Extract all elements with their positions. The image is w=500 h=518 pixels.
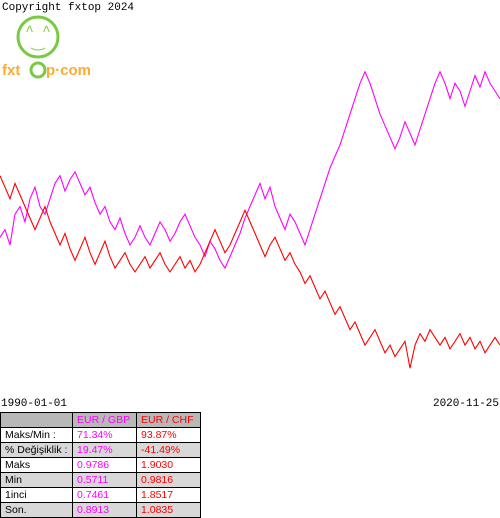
row-label: % Değişiklik : (1, 443, 73, 458)
series-eur-chf (0, 176, 500, 369)
date-end: 2020-11-25 (433, 398, 499, 410)
header-series1: EUR / GBP (73, 413, 137, 428)
row-label: Min (1, 473, 73, 488)
row-series1: 0.5711 (73, 473, 137, 488)
row-series1: 19.47% (73, 443, 137, 458)
table-row: Son.0.89131.0835 (1, 503, 201, 518)
header-series2: EUR / CHF (137, 413, 201, 428)
line-chart (0, 14, 500, 399)
copyright-text: Copyright fxtop 2024 (2, 2, 134, 14)
table-row: % Değişiklik :19.47%-41.49% (1, 443, 201, 458)
table-row: Min0.57110.9816 (1, 473, 201, 488)
date-start: 1990-01-01 (1, 398, 67, 410)
row-label: Maks/Min : (1, 428, 73, 443)
header-blank (1, 413, 73, 428)
table-row: Maks/Min :71.34%93.87% (1, 428, 201, 443)
table-row: 1inci0.74611.8517 (1, 488, 201, 503)
row-series2: -41.49% (137, 443, 201, 458)
row-series2: 0.9816 (137, 473, 201, 488)
row-label: 1inci (1, 488, 73, 503)
row-series2: 93.87% (137, 428, 201, 443)
table-header-row: EUR / GBP EUR / CHF (1, 413, 201, 428)
row-series1: 0.8913 (73, 503, 137, 518)
row-series1: 0.7461 (73, 488, 137, 503)
row-label: Maks (1, 458, 73, 473)
row-series2: 1.9030 (137, 458, 201, 473)
table-row: Maks0.97861.9030 (1, 458, 201, 473)
series-eur-gbp (0, 72, 500, 268)
row-series2: 1.0835 (137, 503, 201, 518)
stats-table: EUR / GBP EUR / CHF Maks/Min :71.34%93.8… (0, 412, 201, 518)
row-series1: 71.34% (73, 428, 137, 443)
row-series1: 0.9786 (73, 458, 137, 473)
row-series2: 1.8517 (137, 488, 201, 503)
row-label: Son. (1, 503, 73, 518)
